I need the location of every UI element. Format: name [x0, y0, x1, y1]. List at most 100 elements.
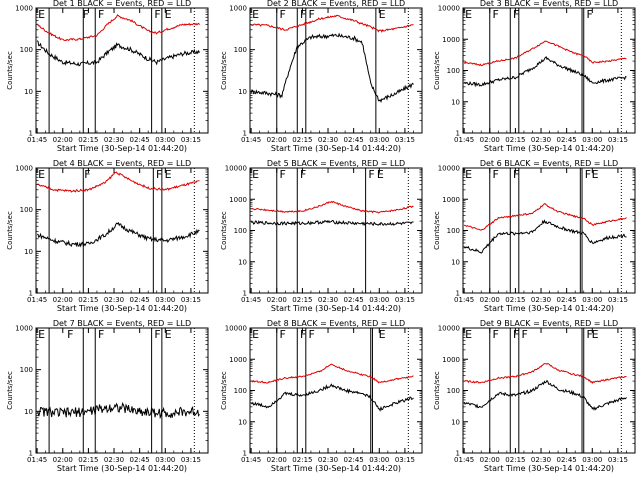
x-tick-label: 02:45	[130, 136, 150, 144]
x-tick-label: 02:30	[104, 456, 124, 464]
x-axis-label: Start Time (30-Sep-14 01:44:20)	[57, 144, 187, 153]
flag-label: F	[585, 168, 591, 181]
events-series-line	[250, 383, 414, 412]
flag-label: F	[300, 328, 306, 341]
x-axis-label: Start Time (30-Sep-14 01:44:20)	[57, 304, 187, 313]
x-tick-label: 01:45	[241, 136, 261, 144]
flag-label: F	[513, 168, 519, 181]
flag-label: E	[38, 328, 45, 341]
flag-label: F	[300, 168, 306, 181]
flag-label: E	[377, 168, 384, 181]
x-tick-label: 03:00	[155, 136, 175, 144]
x-tick-label: 02:15	[78, 296, 98, 304]
x-tick-label: 01:45	[27, 136, 47, 144]
x-axis-label: Start Time (30-Sep-14 01:44:20)	[271, 144, 401, 153]
x-tick-label: 02:00	[53, 296, 73, 304]
y-axis-label: Counts/sec	[6, 51, 14, 90]
y-tick-label: 10000	[225, 325, 247, 333]
flag-label: F	[84, 168, 90, 181]
flag-label: E	[592, 328, 599, 341]
flag-label: F	[309, 328, 315, 341]
y-tick-label: 100	[234, 387, 247, 395]
x-tick-label: 02:45	[130, 296, 150, 304]
flag-label: E	[379, 328, 386, 341]
y-tick-label: 100	[234, 227, 247, 235]
lld-series-line	[36, 14, 200, 42]
x-tick-label: 02:45	[344, 296, 364, 304]
flag-label: F	[309, 8, 315, 21]
x-tick-label: 02:45	[130, 456, 150, 464]
x-tick-label: 01:45	[27, 296, 47, 304]
x-tick-label: 02:45	[344, 456, 364, 464]
x-axis-label: Start Time (30-Sep-14 01:44:20)	[484, 464, 614, 473]
y-tick-label: 1000	[229, 356, 247, 364]
flag-label: F	[67, 328, 73, 341]
x-tick-label: 02:15	[78, 456, 98, 464]
x-tick-label: 02:00	[267, 456, 287, 464]
x-tick-label: 01:45	[241, 456, 261, 464]
x-tick-label: 03:15	[608, 456, 628, 464]
x-tick-label: 02:15	[78, 136, 98, 144]
flag-label: E	[465, 328, 472, 341]
lld-series-line	[250, 200, 414, 214]
y-tick-label: 1000	[442, 196, 460, 204]
y-tick-label: 1	[243, 290, 247, 298]
flag-label: F	[513, 328, 519, 341]
flag-label: E	[465, 8, 472, 21]
flag-label: F	[492, 328, 498, 341]
x-tick-label: 01:45	[27, 456, 47, 464]
x-tick-label: 01:45	[454, 456, 474, 464]
x-tick-label: 03:15	[181, 456, 201, 464]
x-axis-label: Start Time (30-Sep-14 01:44:20)	[484, 144, 614, 153]
y-tick-label: 100	[447, 67, 460, 75]
flag-label: E	[165, 328, 172, 341]
x-tick-label: 02:15	[505, 296, 525, 304]
events-series-line	[37, 221, 200, 248]
x-tick-label: 03:15	[608, 296, 628, 304]
y-axis-label: Counts/sec	[220, 51, 228, 90]
y-tick-label: 1000	[15, 5, 33, 13]
x-tick-label: 02:15	[292, 456, 312, 464]
x-tick-label: 02:00	[53, 456, 73, 464]
flag-label: F	[279, 328, 285, 341]
panel-title: Det 8 BLACK = Events, RED = LLD	[267, 319, 405, 328]
x-tick-label: 02:00	[267, 296, 287, 304]
x-tick-label: 03:00	[155, 296, 175, 304]
flag-label: F	[586, 328, 592, 341]
x-axis-label: Start Time (30-Sep-14 01:44:20)	[484, 304, 614, 313]
x-tick-label: 02:15	[292, 136, 312, 144]
y-tick-label: 1	[29, 450, 33, 458]
flag-label: F	[586, 8, 592, 21]
y-tick-label: 10	[238, 418, 247, 426]
panel-title: Det 7 BLACK = Events, RED = LLD	[53, 319, 191, 328]
x-axis-label: Start Time (30-Sep-14 01:44:20)	[271, 304, 401, 313]
x-tick-label: 03:15	[395, 296, 415, 304]
x-tick-label: 03:15	[608, 136, 628, 144]
y-tick-label: 1	[243, 450, 247, 458]
y-tick-label: 10	[24, 408, 33, 416]
y-tick-label: 1	[243, 130, 247, 138]
x-tick-label: 03:15	[181, 296, 201, 304]
lld-series-line	[463, 40, 627, 67]
y-tick-label: 1000	[442, 36, 460, 44]
x-axis-label: Start Time (30-Sep-14 01:44:20)	[57, 464, 187, 473]
y-tick-label: 1000	[15, 325, 33, 333]
events-series-line	[463, 56, 627, 88]
x-tick-label: 03:15	[395, 136, 415, 144]
y-tick-label: 10000	[438, 5, 460, 13]
plot-frame	[35, 167, 209, 294]
y-tick-label: 10000	[225, 165, 247, 173]
x-tick-label: 02:30	[318, 296, 338, 304]
y-tick-label: 1	[29, 130, 33, 138]
flag-label: F	[156, 168, 162, 181]
flag-label: F	[368, 168, 374, 181]
x-tick-label: 02:15	[505, 136, 525, 144]
lld-series-line	[36, 171, 200, 193]
panel-title: Det 3 BLACK = Events, RED = LLD	[480, 0, 618, 8]
flag-label: F	[492, 8, 498, 21]
x-tick-label: 03:00	[369, 296, 389, 304]
flag-label: F	[492, 168, 498, 181]
flag-label: E	[38, 168, 45, 181]
